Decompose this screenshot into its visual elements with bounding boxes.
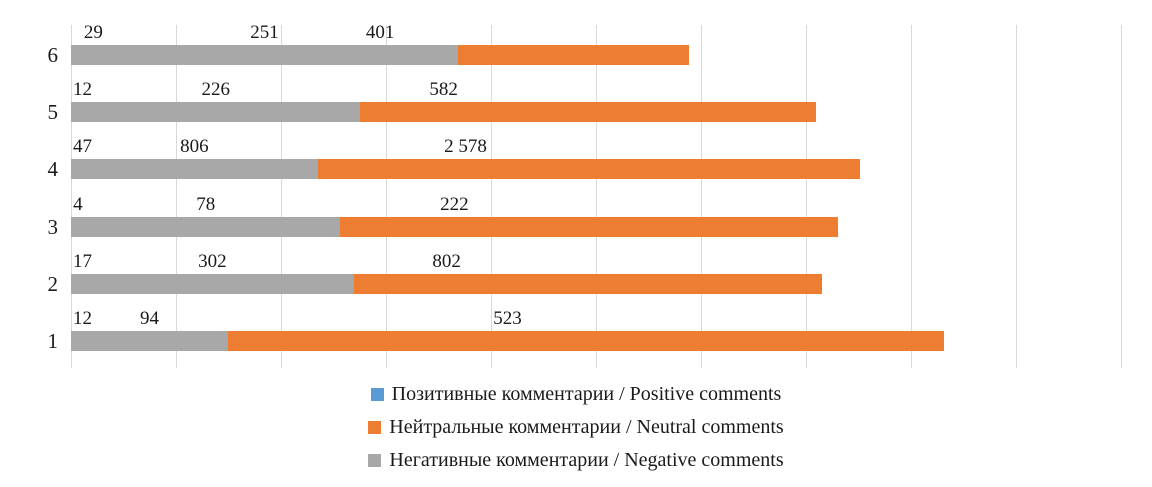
gridline: [175, 25, 177, 368]
gridline: [595, 25, 597, 368]
data-label: 226: [201, 79, 230, 101]
data-label: 802: [432, 250, 461, 272]
data-label: 582: [429, 79, 458, 101]
legend-item-negative: Негативные комментарии / Negative commen…: [368, 448, 784, 473]
data-label: 222: [440, 193, 469, 215]
category-label: 2: [47, 271, 59, 296]
data-label: 302: [198, 250, 227, 272]
gridline: [1120, 25, 1122, 368]
bar-segment-negative: [71, 45, 458, 65]
legend-item-neutral: Нейтральные комментарии / Neutral commen…: [368, 415, 784, 440]
bar-segment-negative: [71, 159, 318, 180]
bar-segment-negative: [71, 330, 228, 351]
bar-segment-negative: [71, 273, 354, 294]
legend-label-neutral: Нейтральные комментарии / Neutral commen…: [389, 416, 784, 438]
data-label: 47: [73, 136, 92, 158]
category-label: 3: [47, 214, 59, 239]
gridline: [910, 25, 912, 368]
data-label: 17: [73, 250, 92, 272]
data-label: 29: [83, 22, 103, 43]
legend-swatch-negative-icon: [368, 454, 382, 467]
bar-segment-negative: [71, 102, 361, 123]
data-label: 251: [250, 22, 279, 43]
gridline: [805, 25, 807, 368]
legend-label-positive: Позитивные комментарии / Positive commen…: [391, 383, 782, 405]
bar-segment-negative: [71, 216, 341, 237]
data-label: 523: [493, 307, 522, 329]
gridline: [280, 25, 282, 368]
data-label: 4: [73, 193, 83, 215]
data-label: 12: [73, 307, 92, 329]
category-label: 4: [47, 157, 59, 182]
data-label: 401: [365, 22, 395, 43]
gridline: [385, 25, 387, 368]
legend-swatch-neutral-icon: [368, 421, 382, 434]
data-label: 94: [139, 307, 159, 329]
legend-label-negative: Негативные комментарии / Negative commen…: [389, 449, 784, 471]
gridline: [490, 25, 492, 368]
category-label: 1: [47, 328, 59, 353]
legend-swatch-positive-icon: [370, 388, 384, 401]
gridline: [1015, 25, 1017, 368]
bar-segment-neutral: [71, 330, 945, 351]
data-label: 2 578: [444, 136, 487, 158]
legend: Позитивные комментарии / Positive commen…: [0, 382, 1152, 473]
data-label: 806: [180, 136, 209, 158]
data-label: 12: [73, 79, 92, 101]
gridline: [700, 25, 702, 368]
data-label: 78: [196, 193, 216, 215]
legend-item-positive: Позитивные комментарии / Positive commen…: [370, 382, 782, 407]
category-label: 6: [47, 43, 59, 67]
category-label: 5: [47, 100, 59, 125]
gridline: [70, 25, 72, 368]
